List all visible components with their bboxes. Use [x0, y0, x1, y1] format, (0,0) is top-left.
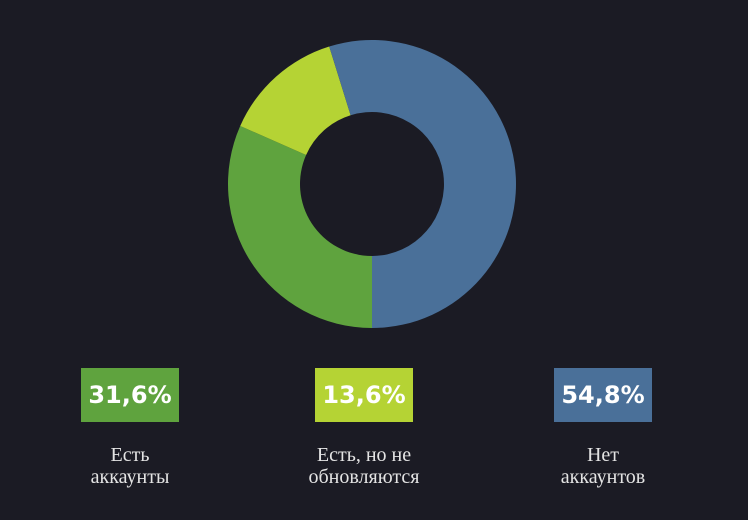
legend-label: Есть аккаунты	[90, 444, 170, 488]
legend-label: Есть, но не обновляются	[308, 444, 420, 488]
value-label: 13,6%	[315, 368, 413, 422]
donut-chart	[228, 40, 516, 329]
donut-slice	[329, 40, 516, 329]
value-label: 31,6%	[81, 368, 179, 422]
donut-slice	[228, 125, 372, 328]
legend-label: Нет аккаунтов	[560, 444, 646, 488]
value-label: 54,8%	[554, 368, 652, 422]
donut-slice	[240, 46, 351, 155]
